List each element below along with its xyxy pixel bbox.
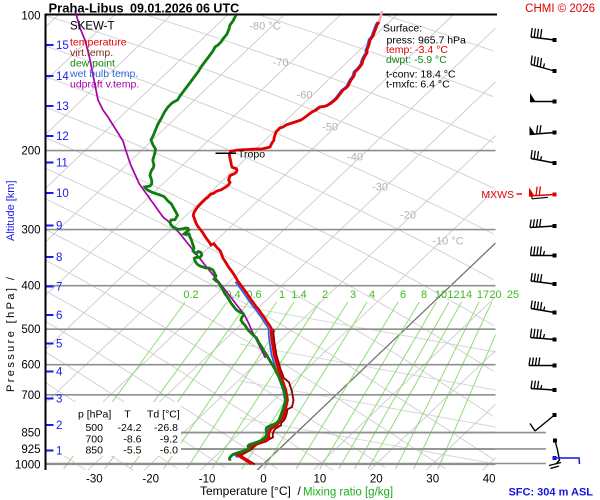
svg-text:-40: -40 xyxy=(347,152,363,164)
svg-text:2: 2 xyxy=(322,289,328,301)
svg-text:0.2: 0.2 xyxy=(183,289,198,301)
svg-text:11: 11 xyxy=(56,158,68,170)
svg-text:100: 100 xyxy=(21,11,40,23)
svg-text:6: 6 xyxy=(56,310,62,322)
svg-text:Altitude [km]: Altitude [km] xyxy=(5,180,17,241)
svg-text:8: 8 xyxy=(56,252,62,264)
svg-text:0: 0 xyxy=(260,474,266,486)
svg-text:-24.2: -24.2 xyxy=(118,422,142,434)
svg-text:25: 25 xyxy=(507,289,519,301)
svg-text:20: 20 xyxy=(489,289,501,301)
svg-text:1000: 1000 xyxy=(15,459,41,471)
svg-text:1.4: 1.4 xyxy=(291,289,306,301)
svg-text:temp: -3.4 °C: temp: -3.4 °C xyxy=(386,44,448,56)
svg-text:12: 12 xyxy=(56,131,69,143)
svg-text:8: 8 xyxy=(421,289,427,301)
svg-text:-20: -20 xyxy=(142,474,159,486)
svg-text:Tropo: Tropo xyxy=(238,149,265,161)
svg-text:500: 500 xyxy=(21,324,40,336)
svg-text:SFC: 304 m ASL: SFC: 304 m ASL xyxy=(508,487,593,499)
svg-text:t-mxfc: 6.4 °C: t-mxfc: 6.4 °C xyxy=(386,79,450,91)
svg-text:2: 2 xyxy=(56,420,62,432)
svg-text:17: 17 xyxy=(477,289,489,301)
svg-text:-20: -20 xyxy=(400,210,416,222)
svg-text:14: 14 xyxy=(56,71,69,83)
svg-text:-5.5: -5.5 xyxy=(123,444,141,456)
svg-text:Temperature [°C] /: Temperature [°C] / xyxy=(200,484,302,498)
svg-text:T: T xyxy=(124,409,131,421)
svg-text:3: 3 xyxy=(56,394,62,406)
svg-text:Td [°C]: Td [°C] xyxy=(147,409,180,421)
svg-text:4: 4 xyxy=(369,289,375,301)
svg-text:1: 1 xyxy=(56,446,62,458)
svg-text:20: 20 xyxy=(370,474,383,486)
svg-text:-8.6: -8.6 xyxy=(123,433,141,445)
svg-text:7: 7 xyxy=(56,282,62,294)
svg-text:300: 300 xyxy=(21,225,40,237)
svg-text:Praha-Libus: Praha-Libus xyxy=(49,1,124,16)
svg-text:1: 1 xyxy=(279,289,285,301)
svg-text:9: 9 xyxy=(56,221,62,233)
svg-text:CHMI © 2026: CHMI © 2026 xyxy=(525,3,595,15)
svg-text:10: 10 xyxy=(435,289,447,301)
svg-text:-9.2: -9.2 xyxy=(160,433,178,445)
svg-text:press: 965.7 hPa: press: 965.7 hPa xyxy=(387,35,467,47)
svg-text:Pressure [hPa] /: Pressure [hPa] / xyxy=(5,275,17,392)
svg-text:wet bulb temp.: wet bulb temp. xyxy=(69,68,138,80)
svg-text:Surface:: Surface: xyxy=(383,23,422,35)
svg-text:30: 30 xyxy=(426,474,439,486)
svg-text:10: 10 xyxy=(56,188,69,200)
svg-text:-70: -70 xyxy=(273,57,289,69)
svg-text:40: 40 xyxy=(483,474,496,486)
svg-text:-30: -30 xyxy=(372,182,388,194)
svg-text:-30: -30 xyxy=(86,474,103,486)
svg-text:p [hPa]: p [hPa] xyxy=(78,409,111,421)
svg-text:850: 850 xyxy=(85,444,103,456)
svg-text:SKEW-T: SKEW-T xyxy=(70,21,115,33)
svg-text:udpraft v.temp.: udpraft v.temp. xyxy=(70,79,139,91)
svg-text:400: 400 xyxy=(21,281,40,293)
svg-text:925: 925 xyxy=(21,444,40,456)
svg-text:3: 3 xyxy=(350,289,356,301)
svg-text:dwpt: -5.9 °C: dwpt: -5.9 °C xyxy=(386,54,447,66)
svg-text:10: 10 xyxy=(314,474,327,486)
svg-text:-6.0: -6.0 xyxy=(160,444,178,456)
svg-text:500: 500 xyxy=(85,422,103,434)
svg-text:temperature: temperature xyxy=(70,37,127,49)
svg-text:850: 850 xyxy=(21,428,40,440)
svg-text:6: 6 xyxy=(400,289,406,301)
svg-text:09.01.2026 06 UTC: 09.01.2026 06 UTC xyxy=(130,2,239,16)
svg-text:-60: -60 xyxy=(297,90,313,102)
svg-text:700: 700 xyxy=(85,433,103,445)
svg-text:4: 4 xyxy=(56,367,63,379)
svg-text:Mixing ratio [g/kg]: Mixing ratio [g/kg] xyxy=(303,487,393,499)
svg-text:-10: -10 xyxy=(199,474,216,486)
svg-text:15: 15 xyxy=(56,40,69,52)
svg-text:-50: -50 xyxy=(322,122,338,134)
svg-text:700: 700 xyxy=(21,390,40,402)
svg-text:14: 14 xyxy=(460,289,472,301)
svg-text:dew point: dew point xyxy=(70,58,115,70)
svg-text:-26.8: -26.8 xyxy=(154,422,178,434)
svg-text:5: 5 xyxy=(56,339,62,351)
svg-text:virt.temp.: virt.temp. xyxy=(70,47,113,59)
svg-text:200: 200 xyxy=(21,146,40,158)
svg-text:MXWS: MXWS xyxy=(481,189,514,201)
svg-text:12: 12 xyxy=(447,289,459,301)
svg-text:13: 13 xyxy=(56,101,69,113)
svg-text:-80 °C: -80 °C xyxy=(249,21,280,33)
svg-text:600: 600 xyxy=(21,360,40,372)
svg-text:-10 °C: -10 °C xyxy=(432,236,463,248)
svg-text:t-conv: 18.4 °C: t-conv: 18.4 °C xyxy=(386,69,456,81)
